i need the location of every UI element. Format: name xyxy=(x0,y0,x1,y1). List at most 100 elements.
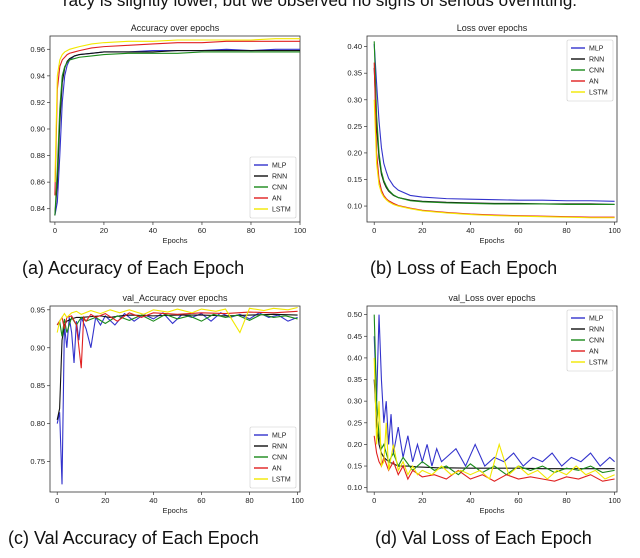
legend-label-an: AN xyxy=(272,466,282,473)
legend-label-mlp: MLP xyxy=(272,433,287,440)
y-tick-label: 0.15 xyxy=(347,175,362,184)
legend-label-mlp: MLP xyxy=(272,163,287,170)
legend-label-lstm: LSTM xyxy=(589,360,608,367)
y-tick-label: 0.30 xyxy=(347,397,362,406)
y-tick-label: 0.90 xyxy=(30,125,45,134)
y-tick-label: 0.94 xyxy=(30,71,45,80)
x-tick-label: 80 xyxy=(562,226,570,235)
y-tick-label: 0.88 xyxy=(30,151,45,160)
y-tick-label: 0.86 xyxy=(30,178,45,187)
x-tick-label: 40 xyxy=(149,496,157,505)
x-tick-label: 60 xyxy=(514,226,522,235)
x-tick-label: 20 xyxy=(100,226,108,235)
y-tick-label: 0.15 xyxy=(347,462,362,471)
y-tick-label: 0.45 xyxy=(347,332,362,341)
x-tick-label: 0 xyxy=(55,496,59,505)
legend-label-rnn: RNN xyxy=(589,327,604,334)
chart-panel-b: Loss over epochs 0 20 40 60 80 100 0.10 0.15 0.20… xyxy=(325,20,625,252)
y-tick-label: 0.35 xyxy=(347,375,362,384)
legend-box xyxy=(566,39,614,102)
x-tick-label: 40 xyxy=(466,226,474,235)
x-tick-label: 80 xyxy=(562,496,570,505)
chart-title: val_Loss over epochs xyxy=(448,293,536,303)
x-axis-label: Epochs xyxy=(479,506,504,515)
x-tick-label: 40 xyxy=(149,226,157,235)
caption-c: (c) Val Accuracy of Each Epoch xyxy=(8,528,259,548)
y-tick-label: 0.25 xyxy=(347,418,362,427)
caption-a: (a) Accuracy of Each Epoch xyxy=(22,258,245,278)
x-tick-label: 100 xyxy=(291,496,304,505)
series-line-an xyxy=(56,310,298,369)
y-tick-label: 0.85 xyxy=(30,381,45,390)
legend-label-cnn: CNN xyxy=(272,455,287,462)
legend-label-lstm: LSTM xyxy=(272,207,291,214)
y-tick-label: 0.10 xyxy=(347,202,362,211)
series-line-lstm xyxy=(373,99,615,219)
legend-label-rnn: RNN xyxy=(272,444,287,451)
y-tick-label: 0.25 xyxy=(347,122,362,131)
legend: MLP RNN CNN AN LSTM xyxy=(249,156,297,219)
legend: MLP RNN CNN AN LSTM xyxy=(249,426,297,489)
y-tick-label: 0.95 xyxy=(30,305,45,314)
legend-label-lstm: LSTM xyxy=(272,477,291,484)
x-axis-label: Epochs xyxy=(162,506,187,515)
legend-label-an: AN xyxy=(272,196,282,203)
y-tick-label: 0.20 xyxy=(347,148,362,157)
y-tick-label: 0.35 xyxy=(347,69,362,78)
series-line-lstm xyxy=(56,306,298,334)
series-line-mlp xyxy=(373,43,615,202)
legend-label-an: AN xyxy=(589,79,599,86)
y-tick-label: 0.40 xyxy=(347,353,362,362)
y-tick-label: 0.40 xyxy=(347,42,362,51)
chart-title: Loss over epochs xyxy=(457,23,528,33)
legend-label-mlp: MLP xyxy=(589,316,604,323)
chart-b: Loss over epochs 0 20 40 60 80 100 0.10 0.15 0.20… xyxy=(347,23,621,245)
y-tick-label: 0.50 xyxy=(347,310,362,319)
legend-label-rnn: RNN xyxy=(272,174,287,181)
y-tick-label: 0.90 xyxy=(30,343,45,352)
legend-label-lstm: LSTM xyxy=(589,90,608,97)
chart-c: val_Accuracy over epochs 0 20 40 60 80 100 0.75… xyxy=(30,293,304,515)
x-tick-label: 20 xyxy=(418,226,426,235)
legend-label-rnn: RNN xyxy=(589,57,604,64)
legend-label-mlp: MLP xyxy=(589,46,604,53)
chart-d: val_Loss over epochs 0 20 40 60 80 100 0.10 0.15… xyxy=(347,293,621,515)
y-tick-label: 0.80 xyxy=(30,419,45,428)
legend-box xyxy=(566,309,614,372)
series-line-cnn xyxy=(373,41,615,206)
y-tick-label: 0.96 xyxy=(30,45,45,54)
y-tick-label: 0.20 xyxy=(347,440,362,449)
x-tick-label: 100 xyxy=(294,226,307,235)
series-line-lstm xyxy=(373,357,615,481)
header-text: racy is slightly lower, but we observed … xyxy=(62,0,578,10)
series-line-mlp xyxy=(373,314,615,468)
x-tick-label: 20 xyxy=(101,496,109,505)
y-tick-label: 0.75 xyxy=(30,457,45,466)
chart-title: Accuracy over epochs xyxy=(131,23,220,33)
y-tick-label: 0.10 xyxy=(347,483,362,492)
series-line-an xyxy=(54,40,300,196)
legend-box xyxy=(249,156,297,219)
chart-panel-a: Accuracy over epochs 0 20 40 60 80 100 0.84 0.86… xyxy=(8,20,308,252)
series-line-cnn xyxy=(54,51,300,216)
x-tick-label: 60 xyxy=(514,496,522,505)
x-tick-label: 40 xyxy=(466,496,474,505)
x-tick-label: 0 xyxy=(53,226,57,235)
series-line-cnn xyxy=(373,314,615,476)
x-tick-label: 80 xyxy=(245,496,253,505)
legend-label-cnn: CNN xyxy=(589,68,604,75)
x-tick-label: 60 xyxy=(197,496,205,505)
legend-label-an: AN xyxy=(589,349,599,356)
y-tick-label: 0.92 xyxy=(30,98,45,107)
legend-label-cnn: CNN xyxy=(589,338,604,345)
chart-panel-c: val_Accuracy over epochs 0 20 40 60 80 100 0.75… xyxy=(8,290,308,522)
x-tick-label: 100 xyxy=(608,496,621,505)
caption-d: (d) Val Loss of Each Epoch xyxy=(375,528,592,548)
x-axis-label: Epochs xyxy=(479,236,504,245)
x-tick-label: 80 xyxy=(247,226,255,235)
x-tick-label: 20 xyxy=(418,496,426,505)
y-tick-label: 0.84 xyxy=(30,204,45,213)
series-line-rnn xyxy=(373,379,615,470)
x-tick-label: 60 xyxy=(198,226,206,235)
x-tick-label: 100 xyxy=(608,226,621,235)
